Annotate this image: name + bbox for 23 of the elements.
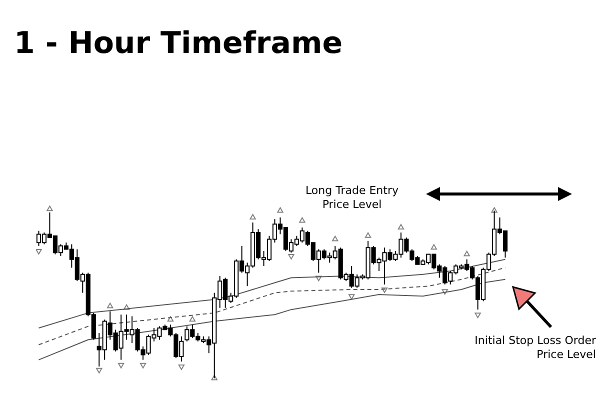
point xyxy=(46,206,53,212)
point xyxy=(96,368,102,374)
point xyxy=(332,236,338,242)
point xyxy=(348,294,355,300)
chart-title: 1 - Hour Timeframe xyxy=(14,26,343,61)
point xyxy=(277,207,284,213)
annotation: Long Trade Entry Price Level xyxy=(304,184,400,212)
point xyxy=(364,232,372,238)
annotation: Initial Stop Loss Order Price Level xyxy=(474,334,596,362)
point xyxy=(178,364,185,370)
point xyxy=(474,312,481,318)
point xyxy=(140,362,146,368)
point xyxy=(167,316,174,322)
point xyxy=(430,244,438,250)
point xyxy=(118,362,124,368)
point xyxy=(288,254,294,260)
point xyxy=(398,224,404,230)
point xyxy=(464,250,470,256)
point xyxy=(250,214,256,220)
point xyxy=(36,248,42,254)
point xyxy=(189,316,196,322)
point xyxy=(106,302,114,308)
point xyxy=(299,217,306,223)
